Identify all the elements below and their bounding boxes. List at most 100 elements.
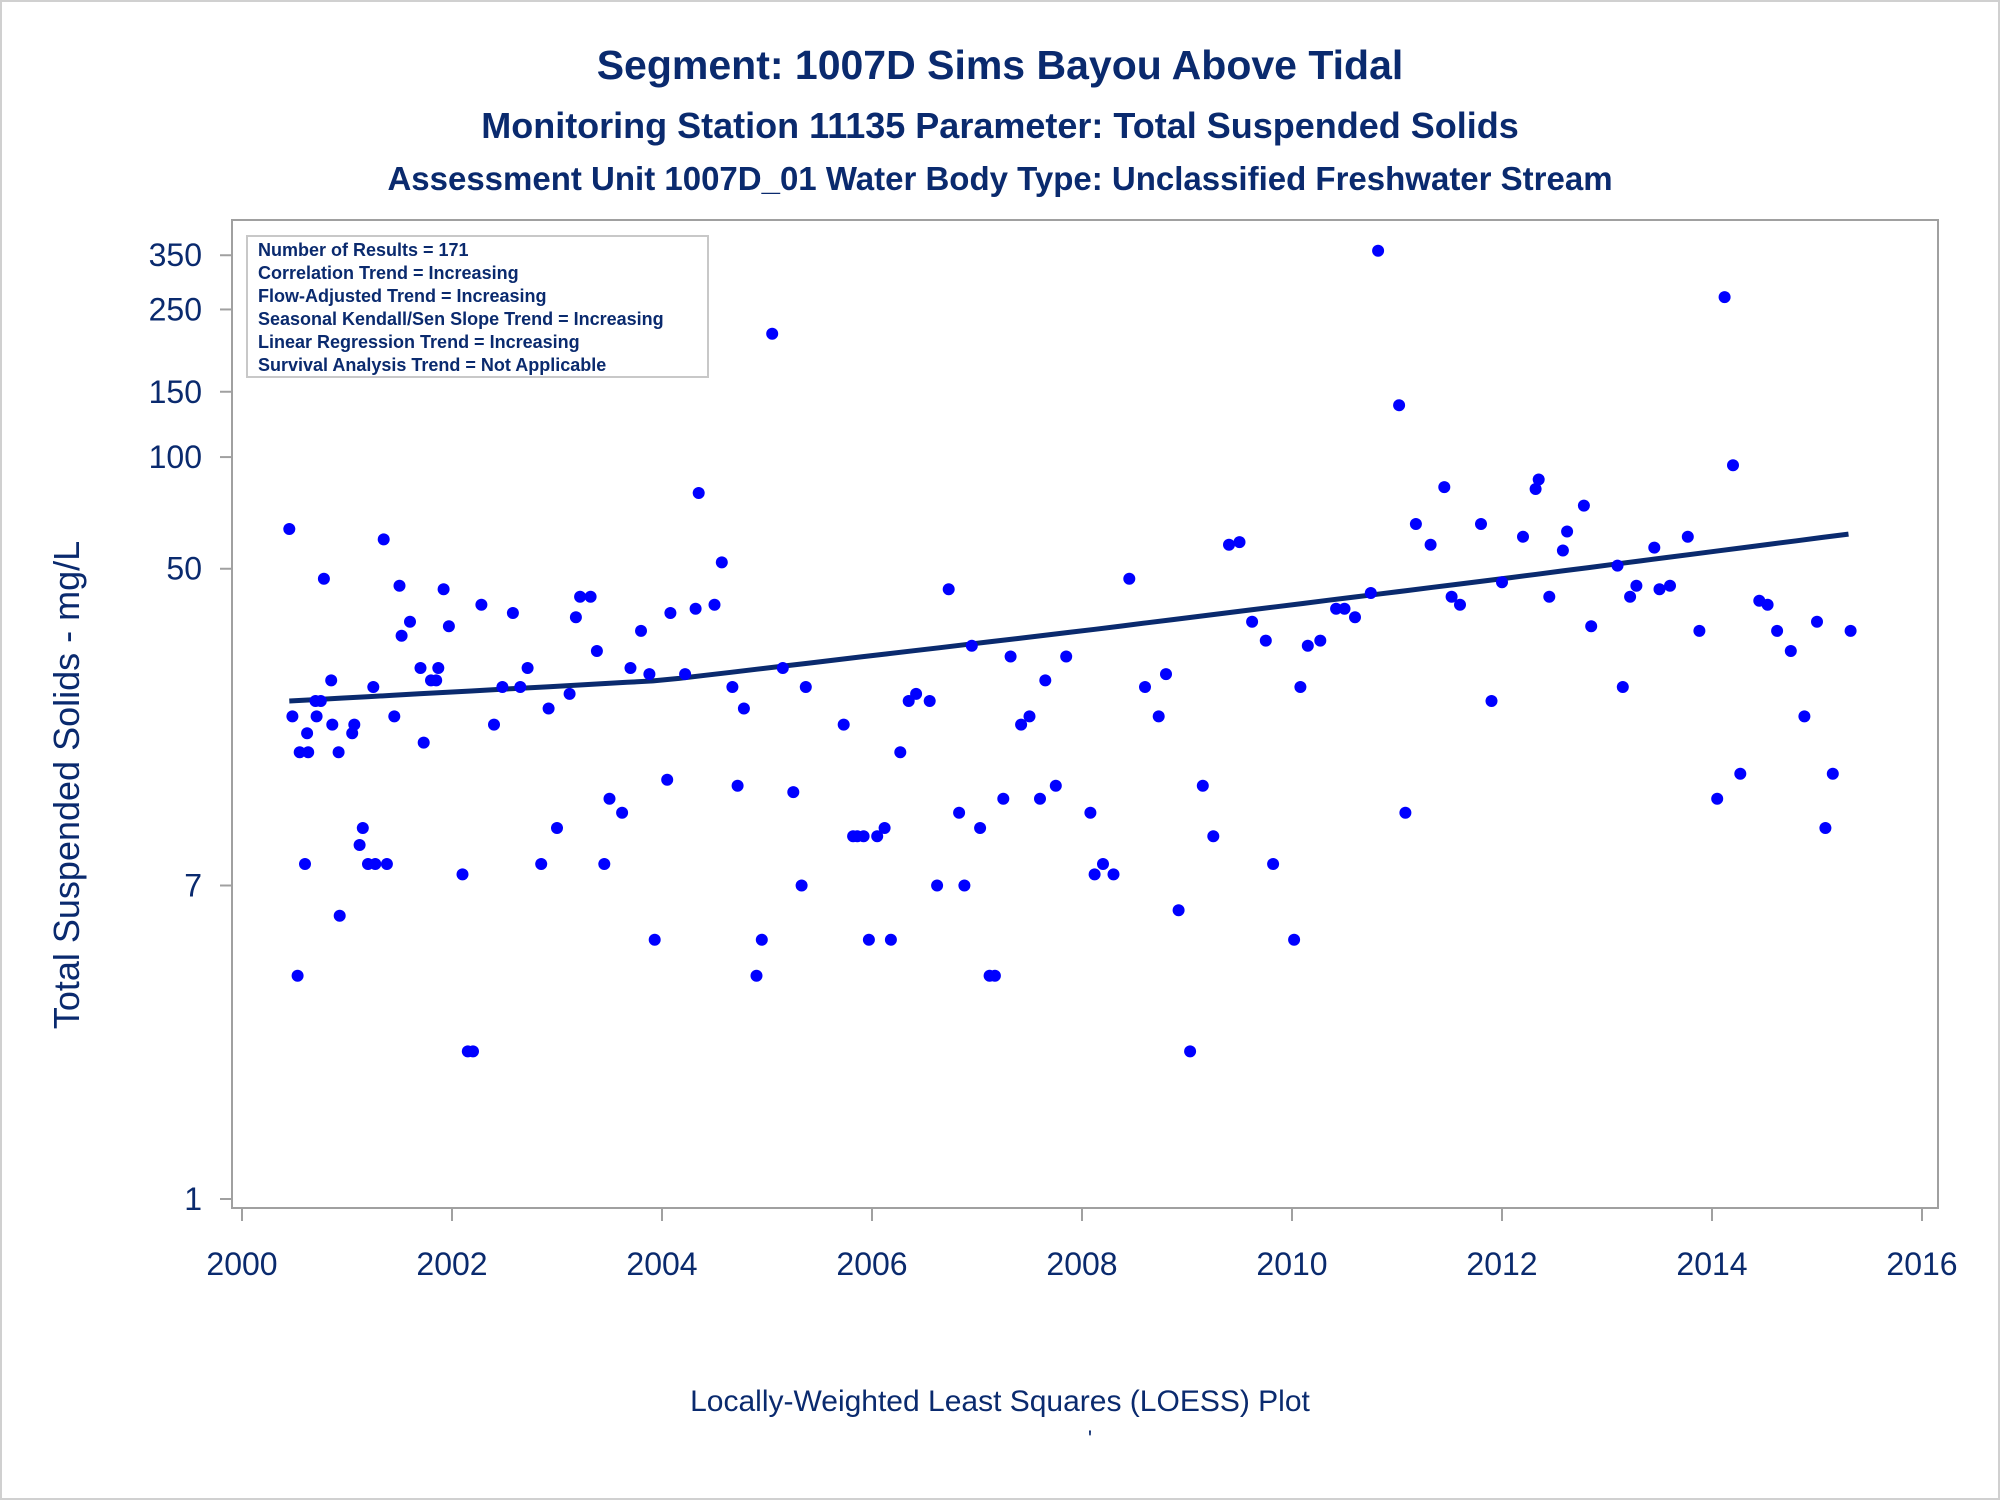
x-tick-label: 2000	[206, 1246, 277, 1282]
data-point	[1301, 639, 1314, 652]
data-point	[1107, 868, 1120, 881]
data-point	[1123, 572, 1136, 585]
data-point	[988, 969, 1001, 982]
data-point	[430, 674, 443, 687]
stats-box: Number of Results = 171 Correlation Trend…	[246, 235, 709, 378]
data-point	[661, 773, 674, 786]
data-point	[380, 858, 393, 870]
data-point	[965, 639, 978, 652]
data-point	[437, 583, 450, 596]
data-point	[795, 879, 808, 892]
data-point	[1039, 674, 1052, 687]
data-point	[708, 598, 721, 611]
data-point	[417, 736, 430, 749]
y-tick-label: 1	[184, 1181, 202, 1217]
data-point	[302, 746, 315, 759]
stats-box-border	[246, 235, 709, 378]
data-point	[776, 662, 789, 674]
data-point	[1196, 779, 1209, 792]
y-axis-label: Total Suspended Solids - mg/L	[46, 541, 87, 1029]
data-point	[974, 822, 987, 834]
data-point	[1811, 615, 1823, 628]
x-tick-label: 2010	[1256, 1246, 1327, 1282]
data-point	[679, 668, 692, 681]
data-point	[326, 718, 339, 731]
data-point	[1049, 779, 1062, 792]
trend-line-group	[289, 531, 1849, 704]
data-point	[404, 615, 416, 628]
data-point	[726, 681, 739, 693]
data-point	[377, 533, 390, 546]
data-point	[837, 718, 850, 731]
data-point	[942, 583, 955, 596]
data-point	[1060, 650, 1073, 663]
data-point	[598, 858, 611, 870]
data-point	[799, 681, 812, 693]
data-point	[291, 969, 304, 982]
data-point	[310, 710, 323, 723]
data-point	[1015, 718, 1028, 731]
data-point	[1585, 620, 1598, 633]
data-point	[1364, 587, 1377, 599]
y-tick-label: 50	[166, 551, 202, 587]
data-point	[664, 607, 677, 619]
data-point	[369, 858, 382, 870]
data-point	[1630, 579, 1643, 592]
data-point	[1084, 806, 1097, 819]
data-point	[332, 746, 345, 759]
data-point	[1496, 576, 1508, 589]
y-tick-label: 150	[149, 374, 202, 410]
data-point	[902, 695, 915, 707]
data-point	[1653, 583, 1666, 596]
data-point	[1172, 904, 1185, 917]
data-point	[931, 879, 944, 892]
chart-subtitle-2: Assessment Unit 1007D_01 Water Body Type…	[387, 160, 1612, 197]
data-point	[325, 674, 338, 687]
data-point	[958, 879, 971, 892]
data-point	[314, 695, 327, 707]
data-point	[689, 602, 702, 615]
data-point	[1761, 598, 1774, 611]
data-point	[692, 487, 705, 499]
data-point	[923, 695, 936, 707]
data-point	[395, 629, 408, 642]
data-point	[750, 969, 763, 982]
data-point	[766, 327, 779, 340]
data-point	[283, 523, 296, 535]
data-point	[1246, 615, 1259, 628]
data-point	[348, 718, 361, 731]
data-point	[953, 806, 966, 819]
x-tick-label: 2014	[1676, 1246, 1747, 1282]
data-point	[755, 933, 768, 946]
data-point	[1438, 481, 1451, 494]
data-point	[1718, 291, 1731, 304]
data-point	[1139, 681, 1151, 693]
data-point	[393, 579, 406, 592]
data-point	[1648, 541, 1661, 554]
loess-trend-line	[289, 531, 1849, 704]
data-point	[1485, 695, 1498, 707]
data-point	[1784, 645, 1797, 657]
data-point	[648, 933, 661, 946]
data-point	[574, 590, 587, 603]
data-point	[590, 645, 603, 657]
data-point	[569, 611, 582, 624]
data-point	[286, 710, 299, 723]
data-point	[1314, 634, 1327, 647]
stats-line: Correlation Trend = Increasing	[258, 263, 519, 283]
data-point	[1532, 473, 1545, 486]
data-point	[787, 786, 800, 799]
data-point	[1152, 710, 1165, 723]
data-point	[535, 858, 548, 870]
data-point	[1259, 634, 1272, 647]
y-tick-label: 100	[149, 439, 202, 475]
data-point	[624, 662, 637, 674]
data-point	[1004, 650, 1017, 663]
data-point	[1338, 602, 1351, 615]
data-point	[1424, 538, 1437, 551]
stats-line: Survival Analysis Trend = Not Applicable	[258, 355, 606, 375]
chart-title: Segment: 1007D Sims Bayou Above Tidal	[597, 42, 1404, 88]
data-point	[616, 806, 629, 819]
data-point	[293, 746, 306, 759]
x-tick-label: 2008	[1046, 1246, 1117, 1282]
